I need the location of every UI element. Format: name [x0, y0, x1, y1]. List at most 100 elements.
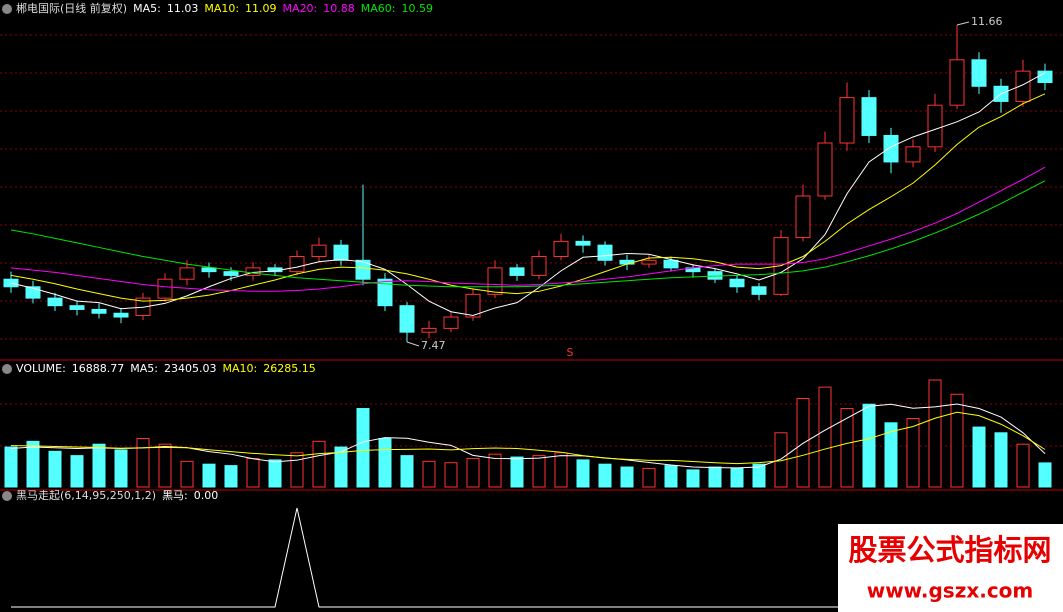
- legend-text: MA60:: [361, 2, 396, 15]
- candle-body: [443, 316, 459, 329]
- volume-bar: [598, 463, 612, 488]
- candle-body: [839, 97, 855, 144]
- moving-average-line: [10, 72, 1046, 317]
- candle-body: [597, 244, 613, 261]
- candle-body: [25, 286, 41, 299]
- candle-body: [311, 244, 327, 258]
- candle-body: [333, 244, 349, 261]
- candle-body: [795, 195, 811, 239]
- volume-bar: [158, 443, 172, 488]
- candle-body: [69, 305, 85, 310]
- moving-average-line: [10, 180, 1046, 288]
- legend-text: 26285.15: [263, 362, 316, 375]
- volume-bar: [114, 449, 128, 488]
- volume-bar: [136, 437, 150, 488]
- volume-bar: [884, 422, 898, 488]
- volume-bar: [356, 408, 370, 488]
- candle-body: [421, 327, 437, 333]
- legend-text: MA5:: [130, 362, 158, 375]
- legend-text: 10.88: [323, 2, 355, 15]
- legend-text: 11.03: [167, 2, 199, 15]
- volume-bar: [818, 386, 832, 488]
- panel-menu-icon: [2, 4, 12, 14]
- volume-bar: [642, 467, 656, 488]
- volume-bar: [708, 466, 722, 488]
- watermark-title: 股票公式指标网: [848, 533, 1051, 567]
- panel-menu-icon: [2, 491, 12, 501]
- volume-bar: [1038, 462, 1052, 488]
- volume-bar: [576, 459, 590, 488]
- legend-text: VOLUME:: [16, 362, 66, 375]
- volume-bar: [774, 432, 788, 488]
- legend-text: 16888.77: [72, 362, 125, 375]
- volume-bar: [532, 455, 546, 488]
- max-label: 11.66: [971, 15, 1003, 28]
- watermark-box: [838, 524, 1063, 612]
- volume-bar: [224, 465, 238, 488]
- candle-body: [707, 271, 723, 280]
- volume-bar: [378, 437, 392, 488]
- volume-average-line: [10, 411, 1046, 465]
- min-pointer: [406, 341, 420, 347]
- volume-bar: [48, 450, 62, 488]
- volume-bar: [730, 467, 744, 488]
- volume-bar: [994, 432, 1008, 488]
- legend-text: 23405.03: [164, 362, 217, 375]
- volume-bar: [466, 457, 480, 488]
- candle-body: [663, 259, 679, 269]
- candle-body: [817, 142, 833, 197]
- volume-bar: [1016, 443, 1030, 488]
- candle-body: [619, 259, 635, 265]
- volume-bar: [554, 452, 568, 488]
- candle-body: [487, 267, 503, 295]
- volume-bar: [422, 460, 436, 488]
- moving-average-line: [10, 93, 1046, 302]
- volume-bar: [334, 446, 348, 488]
- legend-text: 黑马走起(6,14,95,250,1,2): [16, 489, 156, 502]
- volume-bar: [620, 466, 634, 488]
- candle-body: [223, 271, 239, 276]
- volume-bar: [840, 408, 854, 488]
- candle-body: [355, 259, 371, 280]
- candle-body: [905, 146, 921, 163]
- volume-bar: [444, 462, 458, 488]
- volume-bar: [26, 440, 40, 488]
- candle-body: [91, 308, 107, 314]
- candle-body: [377, 278, 393, 307]
- candle-body: [157, 278, 173, 299]
- legend-text: 0.00: [194, 489, 219, 502]
- candle-body: [399, 305, 415, 333]
- volume-bar: [202, 463, 216, 488]
- legend-text: MA5:: [133, 2, 161, 15]
- candle-body: [575, 240, 591, 246]
- candle-body: [179, 267, 195, 280]
- volume-bar: [180, 460, 194, 488]
- candle-body: [465, 293, 481, 318]
- volume-bar: [92, 443, 106, 488]
- volume-bar: [290, 452, 304, 488]
- legend-text: 11.09: [245, 2, 277, 15]
- legend-text: MA20:: [283, 2, 318, 15]
- candle-body: [949, 59, 965, 106]
- candle-body: [861, 97, 877, 136]
- volume-bar: [510, 456, 524, 488]
- volume-bar: [928, 379, 942, 488]
- legend-text: 黑马:: [162, 489, 188, 502]
- candle-body: [883, 134, 899, 163]
- volume-bar: [972, 426, 986, 488]
- candle-body: [531, 256, 547, 276]
- watermark-url: www.gszx.com: [867, 579, 1034, 603]
- indicator-line: [11, 507, 1045, 608]
- candle-body: [729, 278, 745, 288]
- moving-average-line: [10, 166, 1046, 292]
- panel-menu-icon: [2, 364, 12, 374]
- legend-text: 10.59: [401, 2, 433, 15]
- volume-bar: [906, 418, 920, 488]
- candle-body: [971, 59, 987, 87]
- candle-body: [751, 286, 767, 295]
- volume-bar: [312, 440, 326, 488]
- candle-body: [927, 104, 943, 148]
- legend-text: MA10:: [204, 2, 239, 15]
- candle-body: [641, 259, 657, 265]
